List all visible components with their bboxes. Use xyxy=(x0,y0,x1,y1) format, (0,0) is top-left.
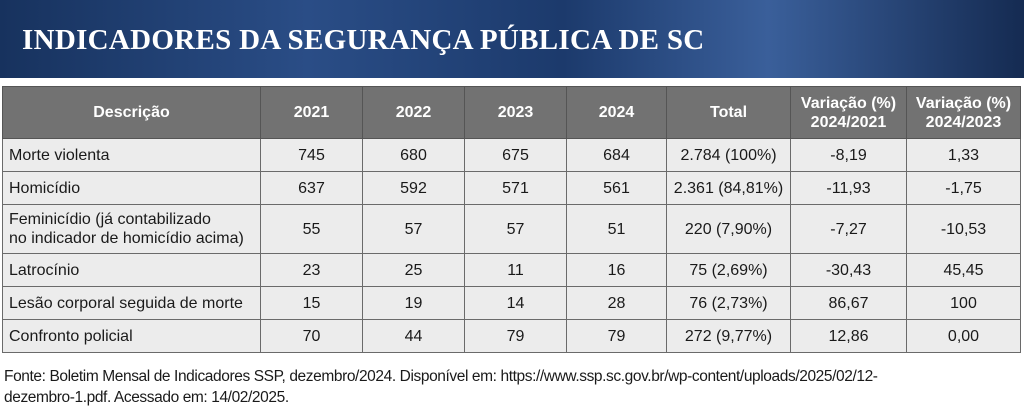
row-label: Latrocínio xyxy=(2,253,261,287)
column-header: Variação (%) 2024/2021 xyxy=(790,86,907,139)
row-label: Lesão corporal seguida de morte xyxy=(2,286,261,320)
table-cell: 592 xyxy=(362,171,465,205)
table-cell: 11 xyxy=(464,253,567,287)
table-cell: 2.784 (100%) xyxy=(666,138,791,172)
table-cell: 272 (9,77%) xyxy=(666,319,791,353)
table-cell: 0,00 xyxy=(906,319,1021,353)
table-cell: 12,86 xyxy=(790,319,907,353)
table-cell: 23 xyxy=(260,253,363,287)
source-note: Fonte: Boletim Mensal de Indicadores SSP… xyxy=(4,368,878,406)
table-cell: 70 xyxy=(260,319,363,353)
column-header: 2021 xyxy=(260,86,363,139)
row-label: Morte violenta xyxy=(2,138,261,172)
table-cell: 561 xyxy=(566,171,667,205)
column-header: 2022 xyxy=(362,86,465,139)
row-label: Feminicídio (já contabilizado no indicad… xyxy=(2,204,261,254)
table-cell: 684 xyxy=(566,138,667,172)
table-cell: -8,19 xyxy=(790,138,907,172)
data-table: Descrição 2021 2022 2023 2024 Total Variação (… xyxy=(2,86,1021,353)
table-cell: 76 (2,73%) xyxy=(666,286,791,320)
table-row: Confronto policial 70 44 79 79 272 (9,77%) 12,… xyxy=(2,319,1021,353)
table-cell: -11,93 xyxy=(790,171,907,205)
table-cell: 57 xyxy=(362,204,465,254)
table-cell: 220 (7,90%) xyxy=(666,204,791,254)
table-cell: 15 xyxy=(260,286,363,320)
column-header: 2023 xyxy=(464,86,567,139)
table-body: Morte violenta 745 680 675 684 2.784 (100%) -8… xyxy=(2,138,1021,353)
table-row: Homicídio 637 592 571 561 2.361 (84,81%) -11,9… xyxy=(2,171,1021,205)
table-cell: 675 xyxy=(464,138,567,172)
table-cell: 55 xyxy=(260,204,363,254)
table-cell: 2.361 (84,81%) xyxy=(666,171,791,205)
table-cell: 44 xyxy=(362,319,465,353)
table-row: Latrocínio 23 25 11 16 75 (2,69%) -30,43 45,45 xyxy=(2,253,1021,287)
table-cell: 79 xyxy=(566,319,667,353)
table-cell: 19 xyxy=(362,286,465,320)
table-cell: -10,53 xyxy=(906,204,1021,254)
row-label: Confronto policial xyxy=(2,319,261,353)
table-cell: 75 (2,69%) xyxy=(666,253,791,287)
table-cell: 571 xyxy=(464,171,567,205)
banner: INDICADORES DA SEGURANÇA PÚBLICA DE SC xyxy=(0,0,1024,78)
table-cell: 14 xyxy=(464,286,567,320)
table-cell: 637 xyxy=(260,171,363,205)
table-cell: 1,33 xyxy=(906,138,1021,172)
table-cell: 745 xyxy=(260,138,363,172)
table-cell: 86,67 xyxy=(790,286,907,320)
row-label: Homicídio xyxy=(2,171,261,205)
header-row: Descrição 2021 2022 2023 2024 Total Variação (… xyxy=(2,86,1021,139)
table-cell: 28 xyxy=(566,286,667,320)
table-cell: -30,43 xyxy=(790,253,907,287)
column-header: Descrição xyxy=(2,86,261,139)
title: INDICADORES DA SEGURANÇA PÚBLICA DE SC xyxy=(22,24,705,56)
table-cell: -1,75 xyxy=(906,171,1021,205)
table-cell: 100 xyxy=(906,286,1021,320)
table-row: Lesão corporal seguida de morte 15 19 14 28 7… xyxy=(2,286,1021,320)
table-row: Feminicídio (já contabilizado no indicad… xyxy=(2,204,1021,254)
table-cell: 16 xyxy=(566,253,667,287)
table-cell: 57 xyxy=(464,204,567,254)
table-cell: 45,45 xyxy=(906,253,1021,287)
table-cell: -7,27 xyxy=(790,204,907,254)
table-cell: 51 xyxy=(566,204,667,254)
table-cell: 79 xyxy=(464,319,567,353)
table-row: Morte violenta 745 680 675 684 2.784 (100%) -8… xyxy=(2,138,1021,172)
column-header: 2024 xyxy=(566,86,667,139)
column-header: Total xyxy=(666,86,791,139)
table-cell: 25 xyxy=(362,253,465,287)
column-header: Variação (%) 2024/2023 xyxy=(906,86,1021,139)
table-cell: 680 xyxy=(362,138,465,172)
